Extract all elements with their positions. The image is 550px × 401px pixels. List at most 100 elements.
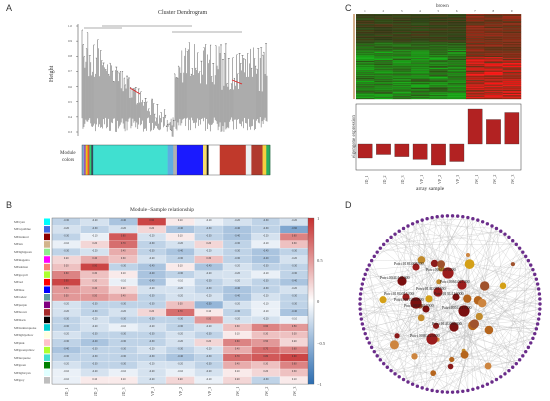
- heatmap-cell-value: 0.10: [235, 332, 240, 335]
- expression-cell: [447, 86, 467, 88]
- expression-cell: [392, 62, 412, 64]
- expression-cell: [374, 21, 393, 23]
- heatmap-row-label: MElightcyan: [14, 370, 31, 375]
- expression-cell: [374, 79, 393, 81]
- expression-cell: [392, 74, 412, 76]
- expression-cell: [466, 95, 485, 97]
- expression-cell: [466, 57, 485, 59]
- expression-cell: [502, 35, 522, 37]
- heatmap-cell-value: 0.20: [235, 378, 240, 381]
- heatmap-cell-value: -0.30: [121, 348, 127, 351]
- expression-cell: [356, 80, 375, 82]
- expression-cell: [429, 52, 448, 54]
- expression-cell: [356, 84, 375, 86]
- network-outer-node: [385, 239, 389, 243]
- heatmap-cell-value: 0.10: [235, 370, 240, 373]
- expression-cell: [411, 60, 430, 61]
- heatmap-cell-value: -0.20: [149, 378, 155, 381]
- expression-cell: [356, 59, 375, 61]
- expression-cell: [447, 26, 467, 28]
- heatmap-cell-value: 0.70: [121, 242, 126, 245]
- expression-cell: [502, 86, 522, 88]
- expression-cell: [374, 62, 393, 64]
- expression-cell: [502, 40, 522, 42]
- dendrogram-title: Cluster Dendrogram: [158, 10, 208, 16]
- network-edge: [382, 221, 418, 300]
- expression-cell: [429, 77, 448, 78]
- expression-cell: [502, 29, 522, 31]
- expression-cell: [374, 94, 393, 96]
- heatmap-cell-value: -0.60: [292, 227, 298, 230]
- expression-cell: [447, 51, 467, 53]
- expression-cell: [392, 72, 412, 73]
- expression-cell: [466, 38, 485, 39]
- expression-cell: [392, 69, 412, 71]
- expression-cell: [356, 45, 375, 47]
- network-outer-node: [415, 220, 420, 224]
- heatmap-cell-value: -0.10: [121, 280, 127, 283]
- expression-cell: [411, 27, 430, 29]
- expression-cell: [374, 84, 393, 86]
- heatmap-cell-value: 0.60: [292, 348, 297, 351]
- expression-cell: [356, 69, 375, 71]
- network-edge: [412, 316, 480, 385]
- expression-cell: [356, 55, 375, 56]
- heatmap-cell-value: -0.30: [121, 302, 127, 305]
- network-nodes: [358, 214, 542, 394]
- expression-cell: [392, 34, 412, 36]
- network-edge: [380, 317, 422, 360]
- expression-cell: [484, 54, 503, 56]
- expression-cell: [466, 79, 485, 81]
- expression-cell: [429, 72, 448, 74]
- expression-cell: [374, 54, 393, 56]
- heatmap-cell-value: -0.50: [206, 302, 212, 305]
- expression-cell: [356, 60, 375, 61]
- expression-cell: [411, 77, 430, 78]
- expression-cell: [356, 78, 375, 80]
- expression-cell: [392, 55, 412, 57]
- heatmap-row-label: MEtan: [14, 242, 23, 247]
- expression-cell: [447, 87, 467, 89]
- expression-cell: [484, 44, 503, 46]
- expression-cell: [356, 50, 375, 52]
- network-outer-node: [521, 354, 525, 358]
- expression-cell: [374, 22, 393, 24]
- expression-cell: [502, 30, 522, 32]
- expression-cell: [429, 29, 448, 31]
- heatmap-cell-value: -0.20: [263, 317, 269, 320]
- expression-cell: [502, 37, 522, 39]
- expression-cell: [374, 80, 393, 82]
- expression-cell: [356, 66, 375, 68]
- expression-cell: [484, 15, 503, 17]
- expression-cell: [411, 94, 430, 95]
- hub-gene-node: [452, 293, 460, 301]
- expression-cell: [374, 15, 393, 17]
- heatmap-cell-value: -0.40: [178, 227, 184, 230]
- expression-cell: [447, 96, 467, 98]
- expression-cell: [484, 66, 503, 68]
- heatmap-cell-value: -0.30: [292, 302, 298, 305]
- expression-cell: [429, 74, 448, 76]
- network-edge: [512, 265, 531, 368]
- expression-cell: [466, 69, 485, 71]
- heatmap-cell-value: -0.30: [235, 257, 241, 260]
- expression-cell: [466, 62, 485, 64]
- expression-cell: [374, 52, 393, 54]
- expression-cell: [484, 91, 503, 93]
- expression-cell: [447, 52, 467, 54]
- heatmap-cell-value: -0.20: [92, 370, 98, 373]
- heatmap-cell-value: -0.20: [206, 249, 212, 252]
- expression-cell: [374, 46, 393, 48]
- expression-cell: [356, 17, 375, 19]
- expression-cell: [484, 18, 503, 20]
- network-outer-node: [365, 267, 369, 272]
- expression-cell: [502, 82, 522, 83]
- heatmap-cell-value: 0.10: [92, 378, 97, 381]
- expression-cell: [374, 77, 393, 79]
- expression-cell: [447, 34, 467, 36]
- expression-cell: [466, 21, 485, 23]
- hub-gene-label: Potri.008G125600: [410, 333, 440, 338]
- network-edge: [479, 316, 538, 325]
- network-outer-node: [533, 331, 537, 336]
- expression-cell: [374, 17, 393, 19]
